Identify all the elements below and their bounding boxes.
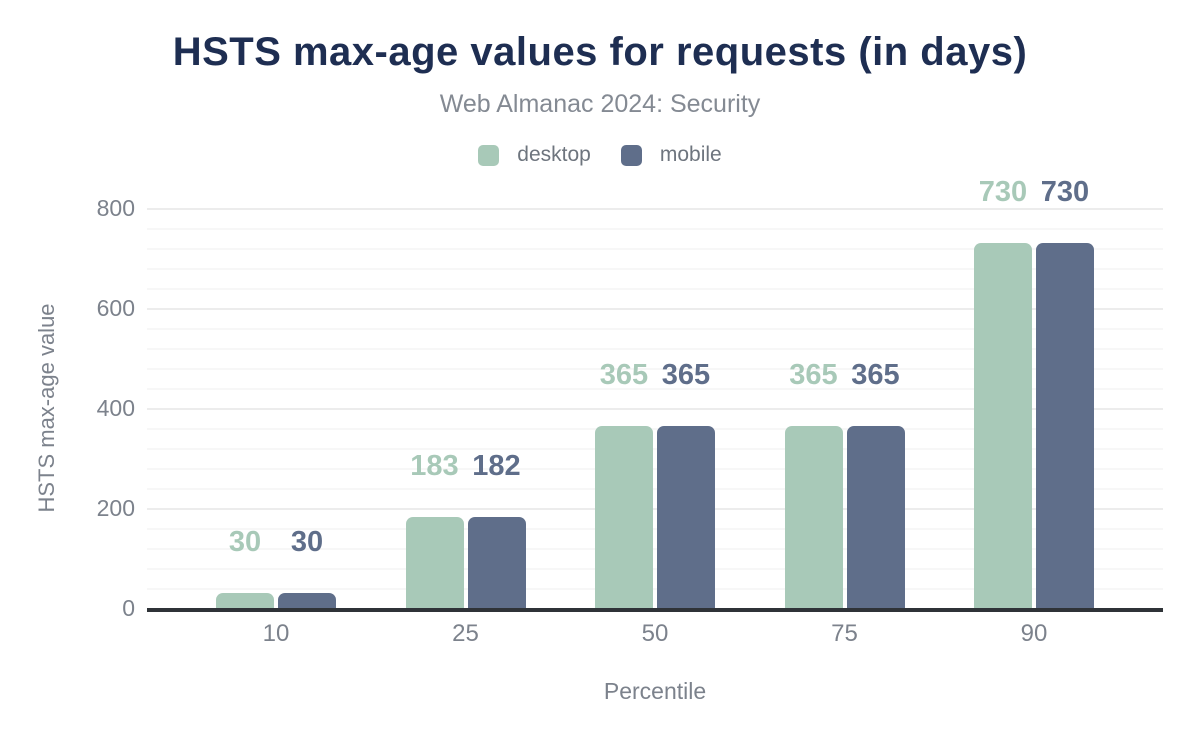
- bar-group-75: 365 365: [784, 208, 905, 608]
- x-tick-50: 50: [641, 620, 669, 647]
- y-tick-600: 600: [96, 295, 135, 321]
- bar-desktop-p90[interactable]: [974, 243, 1032, 608]
- y-axis-ticks: 0 200 400 600 800: [0, 196, 135, 620]
- x-axis-title: Percentile: [603, 678, 707, 704]
- legend: desktop mobile: [0, 143, 1200, 167]
- bar-group-90: 730 730: [974, 178, 1094, 608]
- bar-value-label-desktop-p50: 365: [599, 358, 649, 391]
- y-tick-0: 0: [122, 595, 135, 621]
- bar-value-label-mobile-p90: 730: [1040, 176, 1090, 208]
- legend-item-mobile[interactable]: mobile: [620, 143, 722, 167]
- y-tick-400: 400: [96, 395, 135, 421]
- bar-desktop-p50[interactable]: [595, 425, 653, 608]
- bar-desktop-p25[interactable]: [405, 516, 464, 608]
- bar-value-label-mobile-p10: 30: [290, 526, 324, 558]
- bar-value-label-desktop-p75: 365: [789, 358, 838, 391]
- bar-desktop-p10[interactable]: [216, 593, 274, 608]
- desktop-swatch-icon: [478, 144, 500, 166]
- legend-label-desktop: desktop: [517, 143, 591, 166]
- x-axis-ticks: 10 25 50 75 90: [147, 620, 1163, 650]
- legend-label-mobile: mobile: [659, 143, 722, 166]
- bar-value-label-desktop-p25: 183: [410, 449, 459, 482]
- bar-desktop-p75[interactable]: [784, 425, 843, 608]
- y-tick-200: 200: [96, 495, 135, 521]
- bar-mobile-p75[interactable]: [846, 425, 905, 608]
- bar-mobile-p10[interactable]: [278, 593, 336, 608]
- bar-mobile-p90[interactable]: [1036, 243, 1094, 608]
- bar-group-25: 183 182: [405, 208, 526, 608]
- chart-subtitle: Web Almanac 2024: Security: [439, 90, 761, 118]
- bar-mobile-p50[interactable]: [657, 425, 715, 608]
- legend-item-desktop[interactable]: desktop: [478, 143, 591, 167]
- mobile-swatch-icon: [620, 144, 642, 166]
- bar-group-10: 30 30: [216, 208, 336, 608]
- bar-value-label-mobile-p75: 365: [851, 358, 900, 391]
- bar-value-label-desktop-p10: 30: [228, 526, 262, 558]
- bar-value-label-desktop-p90: 730: [978, 176, 1028, 208]
- chart-title: HSTS max-age values for requests (in day…: [172, 30, 1028, 74]
- bar-value-label-mobile-p25: 182: [472, 450, 521, 482]
- bar-mobile-p25[interactable]: [467, 517, 526, 608]
- x-tick-75: 75: [831, 620, 858, 647]
- x-tick-90: 90: [1020, 620, 1048, 647]
- x-tick-25: 25: [452, 620, 479, 647]
- plot-area: 30 30 183 182 365 365 365 365 730 730: [147, 178, 1163, 612]
- bar-value-label-mobile-p50: 365: [661, 358, 711, 391]
- y-tick-800: 800: [96, 195, 135, 221]
- x-tick-10: 10: [262, 620, 290, 647]
- bar-group-50: 365 365: [595, 208, 715, 608]
